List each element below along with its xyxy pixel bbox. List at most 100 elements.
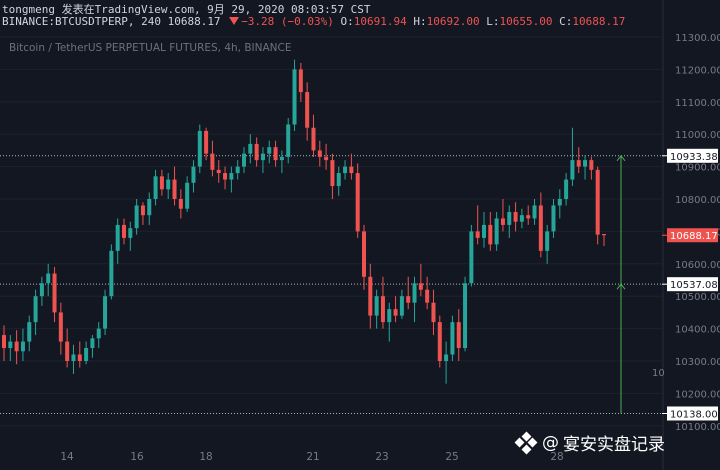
- candle-body: [343, 166, 348, 174]
- change-value: −3.28 (−0.03%): [241, 15, 334, 28]
- ohlc-legend: BINANCE:BTCUSDTPERP, 240 10688.17 −3.28 …: [2, 15, 625, 28]
- candle-body: [77, 354, 82, 361]
- candle-body: [551, 205, 556, 232]
- price-tick-label: 10800.00: [675, 195, 720, 206]
- candle-body: [166, 179, 171, 190]
- symbol-label: BINANCE:BTCUSDTPERP, 240: [2, 15, 161, 28]
- price-axis-labels: 10933.38 10688.17 10537.08 10138.00: [662, 148, 718, 421]
- candle-body: [538, 205, 543, 251]
- candle-body: [147, 199, 152, 216]
- candle-body: [178, 199, 183, 209]
- chart-subtitle: Bitcoin / TetherUS PERPETUAL FUTURES, 4h…: [9, 42, 292, 54]
- candle-body: [115, 224, 120, 251]
- price-tick-label: 11300.00: [675, 33, 720, 44]
- open-label: O:: [340, 15, 354, 28]
- candle-body: [260, 153, 265, 161]
- last-price-badge: [667, 228, 718, 243]
- time-tick-label: 16: [130, 451, 144, 463]
- time-tick-label: 21: [306, 451, 319, 463]
- candle-body: [14, 341, 19, 352]
- time-tick-label-partial: 10: [652, 368, 665, 379]
- price-tick-label: 10100.00: [675, 422, 720, 433]
- candle-body: [576, 160, 581, 167]
- candle-body: [393, 309, 398, 316]
- price-tick-label: 10300.00: [675, 357, 720, 368]
- candle-body: [545, 231, 550, 251]
- candle-body: [456, 322, 461, 349]
- candle-body: [425, 289, 430, 303]
- candle-body: [210, 153, 215, 170]
- horizontal-level-lines: [0, 155, 662, 414]
- time-axis[interactable]: 14 16 18 21 23 25 28 10: [60, 368, 664, 463]
- time-tick-label: 18: [199, 451, 212, 463]
- watermark-text: 宴安实盘记录: [563, 435, 665, 455]
- candle-body: [103, 296, 108, 329]
- close-value: 10688.17: [572, 15, 626, 28]
- candle-body: [557, 199, 562, 206]
- candle-body: [387, 309, 392, 323]
- level-price-badge: [667, 277, 718, 292]
- candle-body: [519, 215, 524, 222]
- candle-body: [513, 211, 518, 222]
- close-label: C:: [559, 15, 573, 28]
- candle-body: [109, 250, 114, 297]
- price-tick-label: 11200.00: [675, 65, 720, 76]
- candle-body: [406, 296, 411, 303]
- candle-body: [122, 224, 126, 238]
- candle-body: [292, 69, 297, 125]
- binance-logo-icon: [514, 431, 538, 454]
- candle-body: [336, 173, 341, 187]
- down-triangle-icon: [229, 17, 240, 25]
- candle-body: [482, 224, 486, 238]
- candle-body: [431, 302, 436, 323]
- candle-body: [216, 169, 221, 174]
- candle-body: [324, 156, 329, 161]
- candle-body: [507, 211, 512, 225]
- candle-body: [317, 150, 322, 157]
- last-value: 10688.17: [167, 15, 221, 28]
- candle-body: [463, 283, 468, 349]
- candle-body: [128, 228, 133, 238]
- candle-body: [65, 341, 70, 361]
- candle-body: [197, 130, 202, 167]
- candle-body: [380, 296, 385, 323]
- candle-body: [229, 173, 234, 180]
- candles-group: [2, 59, 606, 384]
- level-price-label: 10537.08: [670, 280, 718, 291]
- last-price-label: 10688.17: [670, 231, 718, 242]
- candle-body: [330, 160, 335, 187]
- candle-body: [172, 179, 177, 199]
- candle-body: [500, 218, 505, 225]
- candle-body: [494, 218, 499, 245]
- candle-body: [90, 338, 95, 349]
- candle-body: [286, 124, 291, 157]
- price-range-tool[interactable]: [616, 154, 626, 414]
- candle-body: [191, 166, 196, 183]
- candle-body: [444, 354, 449, 361]
- low-label: L:: [486, 15, 500, 28]
- candle-body: [475, 231, 480, 238]
- candle-body: [583, 160, 588, 167]
- time-tick-label: 14: [60, 451, 74, 463]
- candle-body: [134, 205, 139, 229]
- price-tick-label: 11000.00: [675, 130, 720, 141]
- candle-body: [248, 143, 253, 154]
- candle-body: [602, 234, 606, 236]
- high-label: H:: [413, 15, 427, 28]
- candle-body: [298, 69, 303, 93]
- candle-body: [532, 205, 537, 219]
- price-tick-label: 11100.00: [675, 98, 720, 109]
- low-value: 10655.00: [499, 15, 553, 28]
- high-value: 10692.00: [426, 15, 480, 28]
- candle-body: [96, 328, 101, 339]
- publish-info: tongmeng 发表在TradingView.com, 9月 29, 2020…: [2, 3, 371, 16]
- candle-body: [2, 335, 6, 349]
- candle-body: [273, 147, 278, 161]
- candle-body: [570, 160, 575, 180]
- candle-body: [58, 312, 63, 342]
- candle-body: [235, 166, 240, 174]
- candle-body: [223, 173, 228, 180]
- candle-body: [84, 348, 89, 361]
- price-tick-label: 10500.00: [675, 292, 720, 303]
